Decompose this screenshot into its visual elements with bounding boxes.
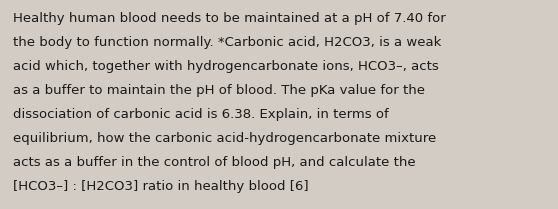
- Text: [HCO3–] : [H2CO3] ratio in healthy blood [6]: [HCO3–] : [H2CO3] ratio in healthy blood…: [13, 180, 309, 193]
- Text: the body to function normally. *Carbonic acid, H2CO3, is a weak: the body to function normally. *Carbonic…: [13, 36, 441, 49]
- Text: Healthy human blood needs to be maintained at a pH of 7.40 for: Healthy human blood needs to be maintain…: [13, 12, 446, 25]
- Text: acts as a buffer in the control of blood pH, and calculate the: acts as a buffer in the control of blood…: [13, 156, 416, 169]
- Text: equilibrium, how the carbonic acid-hydrogencarbonate mixture: equilibrium, how the carbonic acid-hydro…: [13, 132, 436, 145]
- Text: dissociation of carbonic acid is 6.38. Explain, in terms of: dissociation of carbonic acid is 6.38. E…: [13, 108, 389, 121]
- Text: acid which, together with hydrogencarbonate ions, HCO3–, acts: acid which, together with hydrogencarbon…: [13, 60, 439, 73]
- Text: as a buffer to maintain the pH of blood. The pKa value for the: as a buffer to maintain the pH of blood.…: [13, 84, 425, 97]
